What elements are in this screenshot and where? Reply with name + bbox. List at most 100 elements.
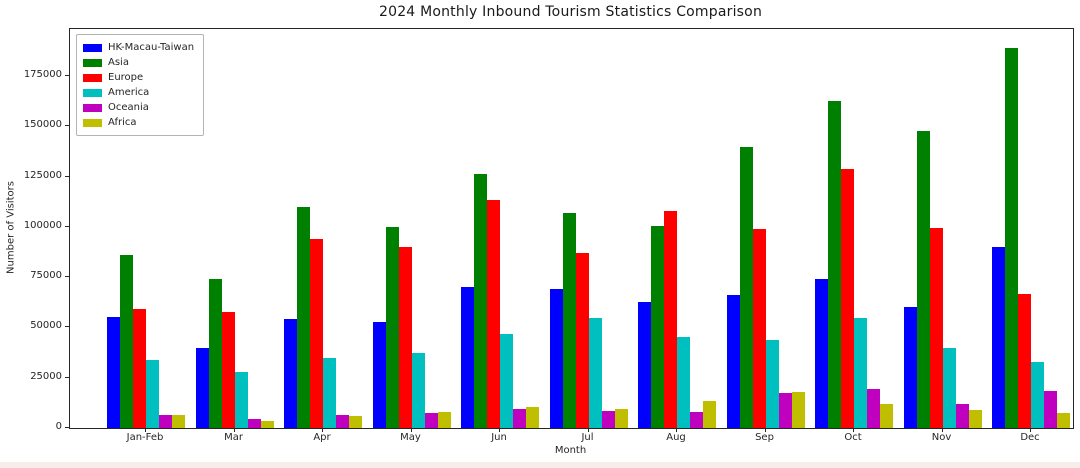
x-tick-label: Jun [491,432,507,443]
y-tick-label: 0 [55,421,62,432]
bar-hk-macau-taiwan-jun [461,287,474,428]
bar-america-apr [323,357,336,428]
legend-item: Africa [83,115,194,130]
bar-asia-jul [562,212,576,428]
bar-hk-macau-taiwan-jul [549,289,563,428]
x-tick-mark [853,428,854,432]
bar-oceania-jan-feb [159,414,172,428]
legend-label: Asia [108,57,129,68]
bar-africa-sep [791,391,805,428]
x-tick-mark [676,428,677,432]
bar-america-mar [234,371,248,428]
chart-title: 2024 Monthly Inbound Tourism Statistics … [378,4,763,20]
legend-swatch [83,43,102,52]
x-tick-label: Sep [755,432,774,443]
y-tick-mark [65,276,69,278]
y-tick-label: 25000 [30,370,62,382]
y-tick-label: 175000 [23,69,62,81]
x-tick-mark [941,428,943,432]
bar-america-aug [677,336,690,428]
bar-oceania-dec [1044,390,1057,428]
bar-africa-may [437,411,451,428]
legend-item: Asia [83,55,194,70]
y-tick-label: 100000 [23,219,62,231]
bar-asia-sep [739,146,753,428]
bar-africa-nov [968,409,982,428]
bar-asia-dec [1005,48,1018,428]
x-tick-label: Aug [666,432,686,443]
y-tick-label: 50000 [30,320,62,332]
x-tick-label: Mar [224,432,243,443]
bar-america-oct [854,318,867,428]
legend-label: America [108,87,150,98]
bar-hk-macau-taiwan-oct [815,279,828,428]
bar-oceania-jun [513,408,526,428]
legend-label: Europe [108,72,144,83]
bar-america-jan-feb [146,359,159,428]
bar-hk-macau-taiwan-dec [992,247,1005,428]
bar-africa-jan-feb [172,414,185,428]
bar-africa-oct [880,403,893,428]
bar-asia-jan-feb [120,255,133,428]
bar-america-may [411,352,425,428]
bar-hk-macau-taiwan-aug [638,302,651,428]
legend-item: Europe [83,70,194,85]
bar-hk-macau-taiwan-mar [195,347,209,428]
bar-europe-jan-feb [133,309,146,428]
bar-asia-aug [651,225,664,428]
y-tick-mark [65,75,69,77]
x-tick-mark [410,428,412,432]
bar-asia-may [385,226,399,428]
bar-hk-macau-taiwan-apr [284,319,297,428]
legend-label: Africa [108,117,137,128]
legend-label: HK-Macau-Taiwan [108,42,195,53]
x-tick-mark [587,428,589,432]
x-tick-mark [322,428,323,432]
y-tick-mark [65,326,69,328]
bar-europe-jul [575,253,589,428]
bar-asia-apr [297,206,310,428]
bar-oceania-apr [336,414,349,428]
x-tick-label: Oct [844,432,862,443]
x-tick-label: Jan-Feb [126,432,164,443]
y-tick-mark [65,376,69,378]
bar-hk-macau-taiwan-jan-feb [107,317,120,428]
bar-oceania-mar [247,419,261,428]
bar-africa-mar [260,421,274,428]
bar-africa-jun [526,406,539,428]
bar-hk-macau-taiwan-may [372,322,386,428]
x-tick-mark [764,428,766,432]
legend-item: Oceania [83,100,194,115]
legend-swatch [83,88,102,97]
x-tick-label: Apr [313,432,331,443]
legend-item: HK-Macau-Taiwan [83,40,194,55]
x-tick-label: Jul [581,432,594,443]
legend-item: America [83,85,194,100]
bar-america-dec [1031,361,1044,428]
bar-europe-dec [1018,294,1031,428]
legend-swatch [83,73,102,82]
bar-america-nov [942,347,956,428]
y-tick-label: 150000 [23,119,62,131]
legend-swatch [83,118,102,127]
bar-europe-aug [664,210,677,428]
bar-oceania-nov [955,403,969,428]
bar-europe-may [398,247,412,428]
x-tick-label: May [400,432,421,443]
bar-america-sep [765,339,779,428]
bar-africa-dec [1057,412,1070,428]
legend-swatch [83,103,102,112]
x-tick-mark [233,428,235,432]
bar-oceania-oct [867,388,880,428]
bar-europe-jun [487,199,500,428]
bar-asia-nov [916,131,930,428]
bar-oceania-aug [690,411,703,428]
y-tick-mark [65,427,69,428]
legend: HK-Macau-Taiwan Asia Europe America Oceania A… [76,34,205,136]
bar-africa-apr [349,415,362,428]
bar-america-jun [500,333,513,428]
x-tick-mark [145,428,146,432]
x-tick-label: Dec [1020,432,1040,443]
x-tick-mark [499,428,500,432]
